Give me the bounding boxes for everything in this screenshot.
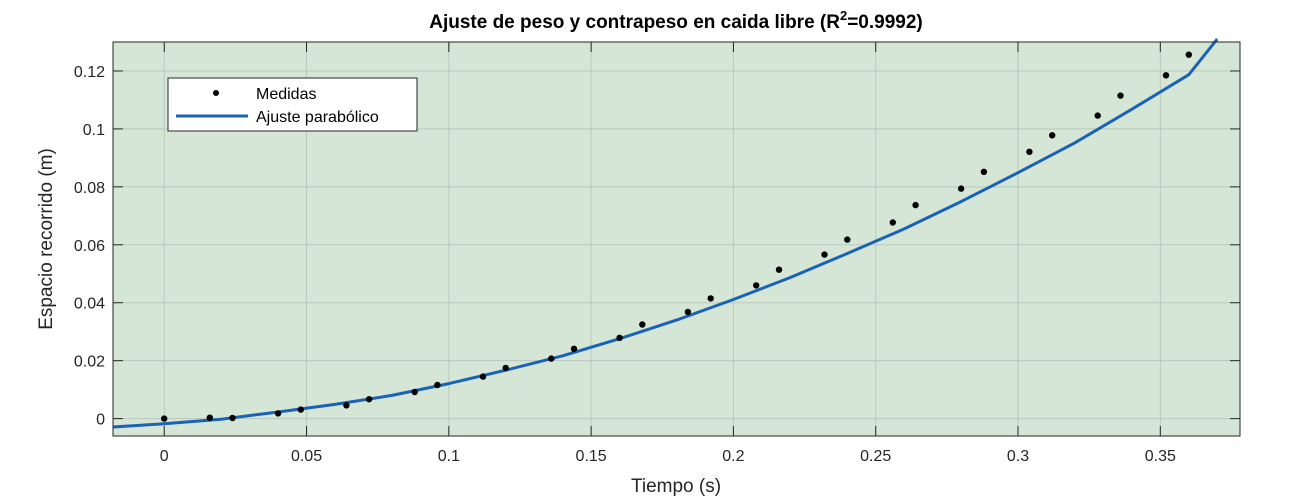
data-point xyxy=(343,402,350,409)
data-point xyxy=(297,406,304,413)
data-point xyxy=(479,373,487,380)
legend-box xyxy=(167,77,418,132)
legend-label-medidas: Medidas xyxy=(256,86,316,103)
grid xyxy=(113,42,1240,436)
y-tick-label: 0.08 xyxy=(74,180,105,197)
data-point xyxy=(912,201,919,209)
data-point xyxy=(639,321,646,328)
fit-curve-ajuste-parabolico xyxy=(112,38,1219,429)
legend: Medidas Ajuste parabólico xyxy=(167,77,418,132)
data-point xyxy=(502,364,509,372)
data-point xyxy=(434,381,441,389)
legend-marker-medidas xyxy=(213,90,219,96)
data-point xyxy=(1162,72,1170,79)
data-point xyxy=(1049,132,1056,139)
data-point xyxy=(161,415,168,422)
y-tick-label: 0.1 xyxy=(83,122,105,139)
y-tick-label: 0.02 xyxy=(74,354,105,371)
y-tick-label: 0.06 xyxy=(74,238,105,255)
axis-ticks xyxy=(113,42,1240,436)
data-point xyxy=(570,345,578,352)
x-tick-label: 0 xyxy=(160,448,169,465)
x-tick-label: 0.1 xyxy=(438,448,460,465)
y-tick-label: 0.04 xyxy=(74,296,105,313)
data-point xyxy=(1185,51,1193,58)
x-tick-labels: 0 0.05 0.1 0.15 0.2 0.25 0.3 0.35 xyxy=(160,448,1176,465)
plot-frame xyxy=(112,41,1241,437)
data-point xyxy=(775,266,783,273)
x-axis-label: Tiempo (s) xyxy=(631,476,721,496)
data-point xyxy=(844,236,851,243)
data-point xyxy=(274,410,282,417)
data-point xyxy=(229,414,236,422)
chart-title-superscript: 2 xyxy=(840,8,847,23)
chart-title-main: Ajuste de peso y contrapeso en caida lib… xyxy=(429,12,840,33)
x-tick-label: 0.25 xyxy=(860,448,891,465)
data-point xyxy=(548,355,555,362)
data-point xyxy=(365,396,373,403)
data-point xyxy=(206,414,213,421)
data-point xyxy=(707,295,714,302)
fit-curve-layer xyxy=(112,38,1219,429)
x-tick-label: 0.05 xyxy=(291,448,322,465)
x-tick-label: 0.2 xyxy=(722,448,744,465)
legend-label-ajuste: Ajuste parabólico xyxy=(256,109,379,126)
data-point xyxy=(1026,148,1033,155)
data-point xyxy=(957,185,965,192)
chart-title-suffix: =0.9992) xyxy=(847,12,923,33)
data-point xyxy=(1094,112,1101,119)
data-point xyxy=(889,219,896,226)
chart-title: Ajuste de peso y contrapeso en caida lib… xyxy=(429,8,923,33)
x-tick-label: 0.3 xyxy=(1007,448,1029,465)
data-point xyxy=(411,388,418,396)
data-point xyxy=(616,334,623,341)
data-point xyxy=(753,282,760,289)
data-point xyxy=(980,168,988,175)
measurement-points-layer xyxy=(161,51,1193,422)
data-point xyxy=(821,251,828,258)
y-tick-label: 0 xyxy=(96,412,105,429)
y-tick-label: 0.12 xyxy=(74,64,105,81)
data-point xyxy=(684,308,692,316)
y-axis-label: Espacio recorrido (m) xyxy=(36,148,57,330)
x-tick-label: 0.15 xyxy=(576,448,607,465)
y-tick-labels: 0 0.02 0.04 0.06 0.08 0.1 0.12 xyxy=(74,64,105,429)
data-point xyxy=(1117,92,1124,99)
x-tick-label: 0.35 xyxy=(1145,448,1176,465)
